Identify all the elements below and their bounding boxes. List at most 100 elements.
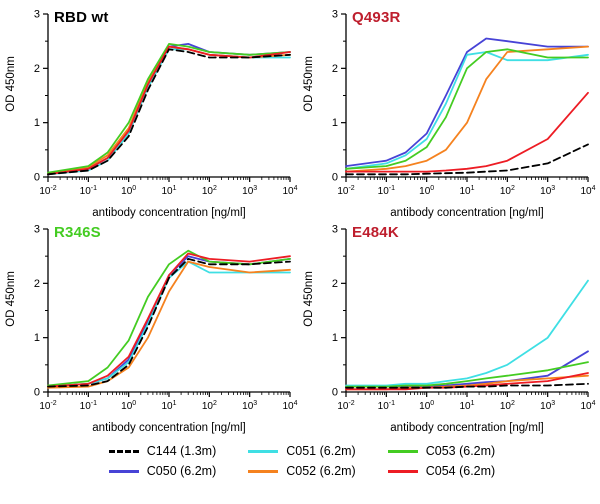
y-axis-label-rbd-wt: OD 450nm <box>5 55 17 112</box>
chart-plot-r346s: 0 1 2 3 10-2 10-1 100 101 102 103 104 <box>4 219 302 439</box>
svg-text:3: 3 <box>332 9 338 21</box>
series-line-c050 <box>345 37 589 168</box>
x-axis-label-e484k: antibody concentration [ng/ml] <box>390 422 544 434</box>
chart-panel-e484k: 0 1 2 3 10-2 10-1 100 101 102 103 104 E484K OD 450… <box>302 219 600 435</box>
series-line-c053 <box>345 48 589 170</box>
chart-panel-rbd-wt: 0 1 2 3 10-2 10-1 100 101 102 103 104 RBD wt OD 45… <box>4 4 302 220</box>
chart-plot-rbd-wt: 0 1 2 3 10-2 10-1 100 101 102 103 104 <box>4 4 302 224</box>
svg-text:102: 102 <box>202 185 217 197</box>
svg-text:1: 1 <box>34 332 40 344</box>
svg-text:101: 101 <box>459 185 474 197</box>
legend-line-c053 <box>387 449 418 453</box>
legend-item-c054: C054 (6.2m) <box>387 464 495 478</box>
svg-text:10-1: 10-1 <box>80 185 97 197</box>
series-line-c054 <box>47 252 291 388</box>
series-line-c144 <box>345 382 589 389</box>
series-line-c050 <box>47 43 291 176</box>
svg-text:10-1: 10-1 <box>378 185 395 197</box>
series-line-c053 <box>345 361 589 388</box>
svg-text:100: 100 <box>121 400 136 412</box>
svg-text:101: 101 <box>161 400 176 412</box>
svg-text:2: 2 <box>332 63 338 75</box>
series-line-c144 <box>345 143 589 176</box>
svg-text:102: 102 <box>500 400 515 412</box>
y-axis-label-r346s: OD 450nm <box>5 270 17 327</box>
panel-title-e484k: E484K <box>352 224 399 241</box>
series-line-c053 <box>47 249 291 387</box>
legend-label-c053: C053 (6.2m) <box>425 444 496 458</box>
chart-panel-r346s: 0 1 2 3 10-2 10-1 100 101 102 103 104 R346S OD 450… <box>4 219 302 435</box>
svg-text:3: 3 <box>332 224 338 236</box>
svg-text:3: 3 <box>34 9 40 21</box>
series-line-c052 <box>345 45 589 173</box>
svg-text:10-2: 10-2 <box>39 400 56 412</box>
series-line-c144 <box>47 48 291 176</box>
svg-text:0: 0 <box>34 387 40 399</box>
series-line-c144 <box>47 258 291 388</box>
legend-line-c052 <box>248 469 279 473</box>
svg-text:2: 2 <box>34 278 40 290</box>
x-axis-label-r346s: antibody concentration [ng/ml] <box>92 422 246 434</box>
legend-item-c051: C051 (6.2m) <box>248 444 356 458</box>
legend-item-c052: C052 (6.2m) <box>248 464 356 478</box>
panel-title-r346s: R346S <box>54 224 101 241</box>
svg-text:2: 2 <box>332 278 338 290</box>
legend-label-c052: C052 (6.2m) <box>286 464 356 478</box>
panel-grid: 0 1 2 3 10-2 10-1 100 101 102 103 104 RBD wt OD 45… <box>4 4 600 435</box>
figure: 0 1 2 3 10-2 10-1 100 101 102 103 104 RBD wt OD 45… <box>4 4 600 479</box>
legend-item-c050: C050 (6.2m) <box>108 464 217 478</box>
legend-line-c054 <box>387 469 418 473</box>
svg-text:104: 104 <box>580 400 595 412</box>
svg-text:1: 1 <box>34 117 40 129</box>
svg-text:10-2: 10-2 <box>39 185 56 197</box>
legend-label-c050: C050 (6.2m) <box>146 464 217 478</box>
svg-text:1: 1 <box>332 117 338 129</box>
series-line-c051 <box>345 51 589 170</box>
svg-text:104: 104 <box>282 400 297 412</box>
series-line-c051 <box>47 48 291 176</box>
legend-line-c051 <box>248 449 279 453</box>
svg-text:103: 103 <box>540 185 555 197</box>
legend-item-c144: C144 (1.3m) <box>108 444 217 458</box>
legend-item-c053: C053 (6.2m) <box>387 444 496 458</box>
svg-text:100: 100 <box>121 185 136 197</box>
svg-text:102: 102 <box>500 185 515 197</box>
svg-text:3: 3 <box>34 224 40 236</box>
legend-label-c051: C051 (6.2m) <box>286 444 356 458</box>
series-line-c052 <box>47 260 291 389</box>
chart-svg: 0 1 2 3 10-2 10-1 100 101 102 103 104 <box>34 9 298 198</box>
svg-text:104: 104 <box>580 185 595 197</box>
svg-text:2: 2 <box>34 63 40 75</box>
svg-text:10-1: 10-1 <box>378 400 395 412</box>
series-line-c051 <box>345 279 589 387</box>
svg-text:10-1: 10-1 <box>80 400 97 412</box>
svg-text:101: 101 <box>459 400 474 412</box>
series-line-c053 <box>47 43 291 174</box>
legend-line-c050 <box>108 469 139 473</box>
svg-text:103: 103 <box>242 185 257 197</box>
x-axis-label-rbd-wt: antibody concentration [ng/ml] <box>92 207 246 219</box>
svg-text:104: 104 <box>282 185 297 197</box>
panel-title-q493r: Q493R <box>352 9 401 26</box>
svg-text:10-2: 10-2 <box>337 185 354 197</box>
chart-panel-q493r: 0 1 2 3 10-2 10-1 100 101 102 103 104 Q493R OD 450… <box>302 4 600 220</box>
series-line-c051 <box>47 260 291 388</box>
panel-title-rbd-wt: RBD wt <box>54 9 109 26</box>
chart-plot-e484k: 0 1 2 3 10-2 10-1 100 101 102 103 104 <box>302 219 600 439</box>
series-line-c054 <box>47 45 291 176</box>
svg-text:100: 100 <box>419 185 434 197</box>
chart-svg: 0 1 2 3 10-2 10-1 100 101 102 103 104 <box>332 224 596 413</box>
figure-legend: C144 (1.3m) C050 (6.2m) C051 (6.2m) C052… <box>4 444 600 478</box>
svg-text:10-2: 10-2 <box>337 400 354 412</box>
chart-svg: 0 1 2 3 10-2 10-1 100 101 102 103 104 <box>332 9 596 198</box>
series-line-c052 <box>47 45 291 175</box>
legend-line-c144 <box>108 449 139 453</box>
legend-label-c144: C144 (1.3m) <box>146 444 217 458</box>
svg-text:101: 101 <box>161 185 176 197</box>
series-line-c054 <box>345 91 589 173</box>
svg-text:103: 103 <box>540 400 555 412</box>
svg-text:103: 103 <box>242 400 257 412</box>
y-axis-label-e484k: OD 450nm <box>303 270 315 327</box>
chart-svg: 0 1 2 3 10-2 10-1 100 101 102 103 104 <box>34 224 298 413</box>
svg-text:1: 1 <box>332 332 338 344</box>
